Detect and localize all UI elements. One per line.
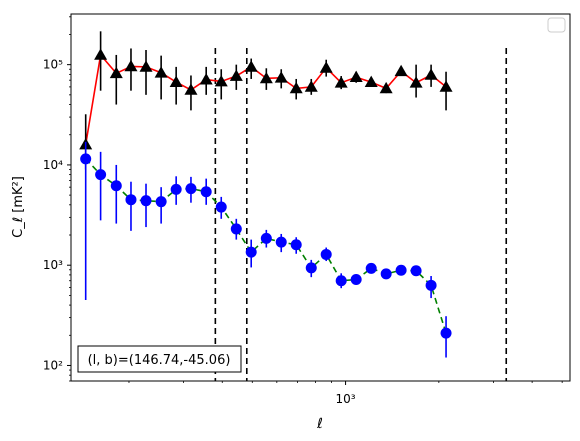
data-point (245, 246, 257, 258)
data-point (305, 262, 317, 274)
data-point (155, 196, 167, 208)
data-point (365, 262, 377, 274)
data-point (439, 80, 453, 92)
data-point (395, 264, 407, 276)
legend-box (547, 17, 566, 33)
data-point (364, 75, 378, 87)
data-point (230, 223, 242, 235)
y-tick-label: 10³ (43, 258, 63, 272)
y-axis-label: C_ℓ [mK²] (11, 176, 26, 238)
reference-lines (214, 48, 508, 381)
data-point (139, 60, 153, 72)
data-point (335, 275, 347, 287)
data-point (409, 76, 423, 88)
series-layer (79, 31, 453, 358)
data-point (290, 239, 302, 251)
data-point (289, 81, 303, 94)
data-point (94, 48, 108, 60)
data-point (200, 186, 212, 198)
coordinate-annotation: (l, b)=(146.74,-45.06) (88, 353, 231, 368)
data-point (349, 70, 363, 83)
data-point (304, 80, 318, 92)
y-tick-label: 10⁴ (43, 158, 63, 172)
data-point (125, 194, 137, 206)
data-point (170, 183, 182, 195)
data-point (424, 68, 438, 80)
data-point (275, 236, 287, 248)
data-point (214, 74, 228, 87)
data-point (259, 71, 273, 84)
data-point (274, 71, 288, 83)
data-point (109, 66, 123, 79)
data-point (394, 64, 408, 77)
data-point (215, 201, 227, 213)
y-tick-label: 10² (43, 358, 63, 372)
data-point (124, 59, 138, 72)
data-point (154, 66, 168, 78)
data-point (320, 248, 332, 260)
data-point (260, 232, 272, 244)
data-point (110, 180, 122, 192)
data-point (169, 75, 183, 87)
data-point (379, 81, 393, 94)
data-point (334, 76, 348, 88)
x-axis-label: ℓ (316, 416, 323, 432)
data-point (199, 73, 213, 85)
data-point (425, 279, 437, 291)
data-point (380, 268, 392, 280)
y-tick-label: 10⁵ (43, 58, 63, 72)
data-point (184, 83, 198, 95)
data-point (244, 60, 258, 72)
x-tick-label: 10³ (336, 392, 356, 406)
data-point (319, 61, 333, 73)
data-point (95, 169, 107, 181)
data-point (350, 274, 362, 286)
axis-ticks: 10² 10³ 10⁴ 10⁵ 10³ (43, 16, 563, 406)
annotation-box (77, 345, 242, 373)
data-point (140, 195, 152, 207)
data-point (410, 265, 422, 277)
data-point (440, 327, 452, 339)
data-point (185, 183, 197, 195)
data-point (229, 69, 243, 81)
data-point (80, 153, 92, 165)
plot-frame (70, 13, 571, 382)
